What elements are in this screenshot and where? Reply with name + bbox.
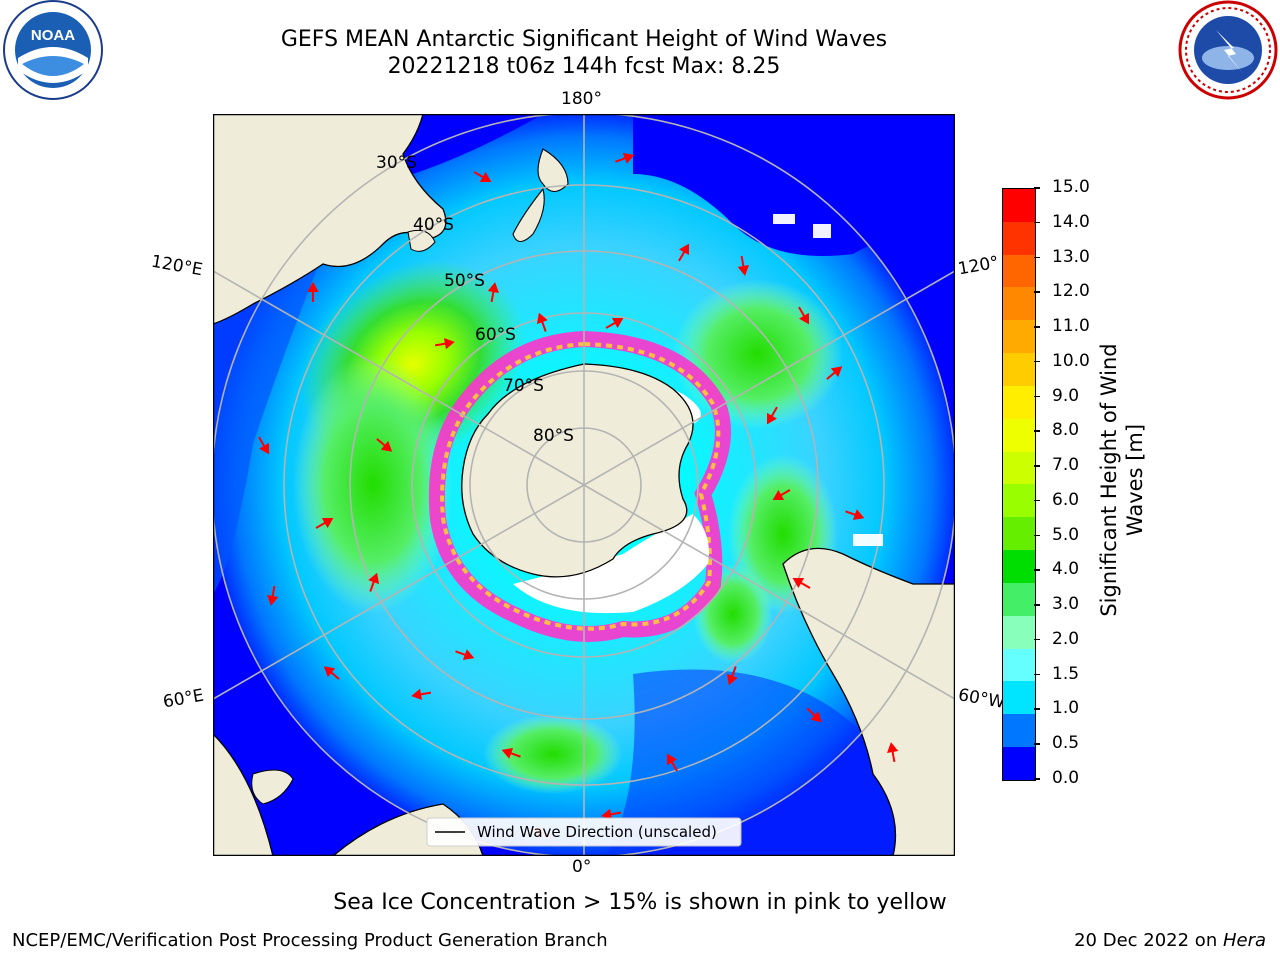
colorbar-segment (1003, 451, 1035, 485)
colorbar-tick-label: 11.0 (1052, 316, 1090, 337)
colorbar-tick-mark (1034, 499, 1040, 502)
colorbar-tick-label: 0.5 (1052, 733, 1080, 754)
colorbar-segment (1003, 189, 1035, 222)
nws-logo (1178, 0, 1278, 100)
colorbar-segment (1003, 517, 1035, 551)
colorbar-tick-mark (1034, 187, 1040, 189)
colorbar-tick-label: 7.0 (1052, 455, 1080, 476)
colorbar-segment (1003, 320, 1035, 354)
map-legend: Wind Wave Direction (unscaled) (426, 817, 742, 847)
colorbar-label-line1: Significant Height of Wind (1097, 343, 1121, 617)
colorbar-tick-mark (1034, 778, 1040, 780)
australia (213, 114, 447, 325)
colorbar-segment (1003, 484, 1035, 518)
colorbar-tick-label: 5.0 (1052, 524, 1080, 545)
colorbar-tick-label: 8.0 (1052, 420, 1080, 441)
colorbar-tick-mark (1034, 534, 1040, 537)
map-title-line2: 20221218 t06z 144h fcst Max: 8.25 (387, 54, 781, 79)
colorbar-label-line2: Waves [m] (1123, 423, 1147, 537)
colorbar-ticks: 15.0 14.0 13.0 12.0 11.0 10.0 9.0 8.0 7.0 6.0 5.0 4… (1034, 177, 1114, 788)
colorbar-tick-mark (1034, 430, 1040, 432)
sea-ice-ring (428, 330, 731, 642)
colorbar-tick-label: 10.0 (1052, 350, 1090, 371)
colorbar-segment (1003, 353, 1035, 386)
colorbar-tick-mark (1034, 604, 1040, 606)
colorbar-tick-mark (1034, 708, 1040, 710)
lon-label-60w: 60°W (956, 685, 1007, 713)
lat-label-80s: 80°S (533, 426, 574, 446)
map-frame (213, 114, 955, 856)
footer-date-text: 20 Dec 2022 on (1074, 930, 1223, 951)
colorbar-tick-mark (1034, 569, 1040, 571)
colorbar-tick-mark (1034, 638, 1040, 641)
colorbar (1002, 188, 1036, 781)
colorbar-tick-label: 0.0 (1052, 768, 1080, 788)
legend-label: Wind Wave Direction (unscaled) (477, 823, 717, 841)
footer-date: 20 Dec 2022 on Hera (1074, 930, 1266, 951)
colorbar-tick-label: 6.0 (1052, 489, 1080, 510)
colorbar-tick-label: 14.0 (1052, 211, 1090, 232)
lon-label-120w: 120° (956, 252, 1001, 280)
lon-label-60e: 60°E (161, 685, 206, 713)
colorbar-tick-mark (1034, 395, 1040, 398)
colorbar-tick-mark (1034, 291, 1040, 293)
colorbar-label: Significant Height of Wind Waves [m] (1096, 180, 1148, 780)
lon-label-0: 0° (572, 857, 592, 877)
footer-org: NCEP/EMC/Verification Post Processing Pr… (12, 930, 608, 951)
lon-label-180: 180° (561, 89, 602, 109)
colorbar-tick-label: 12.0 (1052, 281, 1090, 302)
colorbar-segment (1003, 615, 1035, 649)
sea-ice-caption: Sea Ice Concentration > 15% is shown in … (333, 890, 947, 915)
colorbar-segment (1003, 582, 1035, 616)
polar-map: 30°S 40°S 50°S 60°S 70°S 80°S Wind Wave … (213, 114, 955, 856)
meridians (213, 114, 955, 856)
colorbar-segment (1003, 385, 1035, 419)
colorbar-tick-label: 13.0 (1052, 246, 1090, 267)
colorbar-segment (1003, 747, 1035, 780)
colorbar-tick-label: 2.0 (1052, 628, 1080, 649)
colorbar-segment (1003, 221, 1035, 255)
footer-host: Hera (1222, 930, 1266, 951)
colorbar-segment (1003, 714, 1035, 748)
colorbar-segment (1003, 418, 1035, 452)
colorbar-tick-label: 1.0 (1052, 698, 1080, 719)
colorbar-tick-mark (1034, 221, 1040, 224)
colorbar-tick-label: 1.5 (1052, 663, 1080, 684)
colorbar-segment (1003, 254, 1035, 288)
colorbar-tick-label: 9.0 (1052, 385, 1080, 406)
map-title-line1: GEFS MEAN Antarctic Significant Height o… (280, 27, 888, 52)
colorbar-tick-mark (1034, 673, 1040, 676)
colorbar-segment (1003, 681, 1035, 715)
colorbar-tick-label: 15.0 (1052, 177, 1090, 197)
noaa-logo: NOAA (3, 0, 103, 100)
lat-label-70s: 70°S (503, 376, 544, 396)
colorbar-tick-mark (1034, 465, 1040, 467)
colorbar-tick-label: 3.0 (1052, 594, 1080, 615)
lat-label-60s: 60°S (475, 325, 516, 345)
colorbar-segment (1003, 648, 1035, 682)
lat-label-30s: 30°S (376, 153, 417, 173)
colorbar-segment (1003, 287, 1035, 321)
colorbar-tick-label: 4.0 (1052, 559, 1080, 580)
lon-label-120e: 120°E (149, 251, 205, 281)
noaa-logo-text: NOAA (31, 27, 75, 44)
colorbar-tick-mark (1034, 360, 1040, 363)
colorbar-tick-mark (1034, 326, 1040, 328)
colorbar-tick-mark (1034, 743, 1040, 745)
lat-label-40s: 40°S (413, 215, 454, 235)
lat-label-50s: 50°S (444, 271, 485, 291)
colorbar-tick-mark (1034, 256, 1040, 259)
colorbar-segment (1003, 550, 1035, 583)
